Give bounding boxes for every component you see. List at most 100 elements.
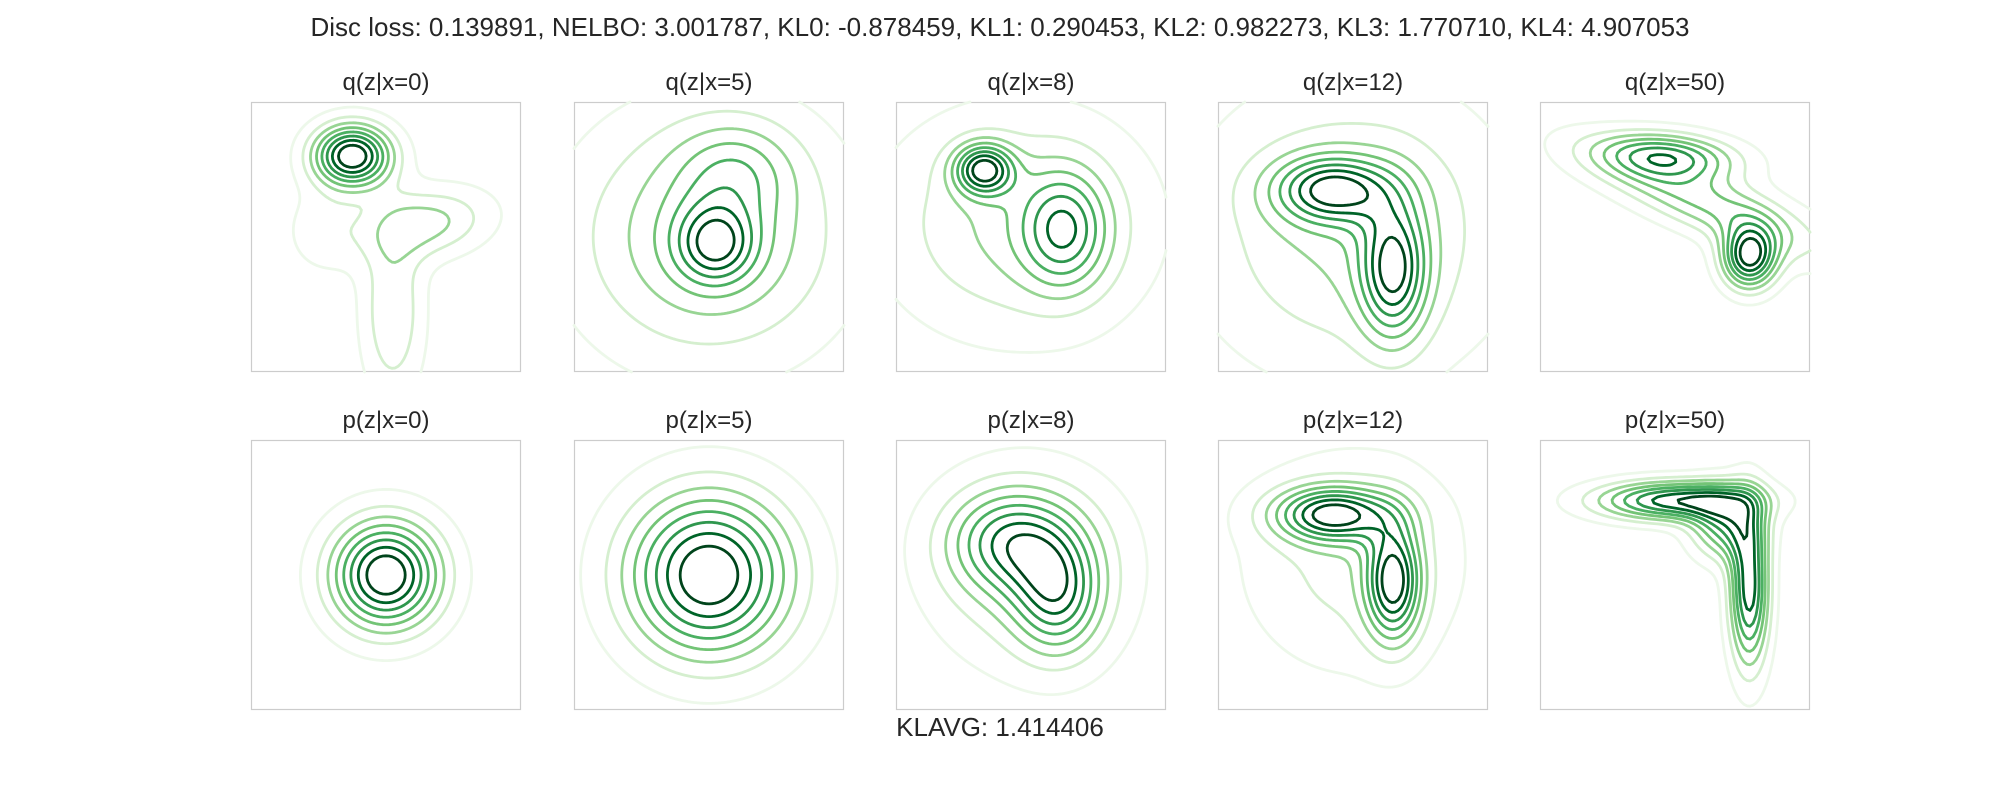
contour-level-6 [978,512,1085,626]
panel-title: p(z|x=50) [1624,407,1726,434]
contour-level-5 [667,158,763,288]
contour-level-4 [956,494,1101,646]
panel-title: p(z|x=8) [987,407,1075,434]
contour-level-2 [1581,472,1781,683]
contour-level-1 [1543,119,1812,307]
contour-level-7 [686,206,745,271]
contour-level-2 [301,115,476,370]
contour-level-3 [309,121,451,264]
contour-level-8 [337,143,368,169]
contour-level-1 [1226,446,1467,689]
contour-level-1 [1555,461,1797,708]
contour-level-6 [1635,488,1761,628]
contour-level-1 [579,445,839,705]
axes-frame [573,439,845,711]
contour-level-8 [1309,175,1407,294]
contour-level-8 [365,554,407,596]
axes-frame [573,101,845,373]
contour-plot [250,101,522,374]
contour-level-5 [1615,141,1777,281]
contour-level-5 [1284,490,1419,631]
axes-frame [250,439,522,711]
contour-level-2 [315,504,457,646]
contour-plot [250,439,522,711]
contour-level-7 [1651,491,1757,612]
contour-level-5 [967,503,1093,636]
contour-level-7 [330,138,374,174]
contour-level-5 [644,510,774,640]
contour-level-4 [950,141,1107,287]
kl-average-label: KLAVG: 1.414406 [896,712,1104,742]
contour-level-7 [965,154,1078,249]
contour-level-7 [1298,169,1414,306]
contour-level-7 [990,521,1078,615]
contour-level-5 [956,146,1098,275]
contour-plot [1539,439,1811,711]
panel-title: q(z|x=5) [665,69,753,96]
contour-level-4 [1610,482,1768,653]
contour-level-5 [342,531,430,619]
contour-level-2 [1231,122,1466,370]
panel-title: q(z|x=50) [1624,69,1726,96]
contour-level-1 [572,100,846,374]
contour-level-4 [1267,150,1433,339]
contour-level-5 [320,130,385,183]
contour-level-2 [1251,471,1438,664]
contour-level-1 [903,446,1149,697]
figure-suptitle: Disc loss: 0.139891, NELBO: 3.001787, KL… [310,12,1690,42]
contour-level-8 [1005,533,1069,603]
contour-level-3 [1597,478,1773,667]
contour-level-1 [894,100,1168,354]
contour-level-6 [349,538,423,612]
contour-level-4 [653,142,779,299]
axes-frame [895,101,1167,373]
contour-level-4 [1602,137,1784,286]
contour-level-7 [1301,498,1410,614]
contour-level-4 [334,523,438,627]
contour-plot [1216,100,1490,374]
contour-level-2 [922,127,1133,319]
contour-level-3 [1264,479,1429,651]
contour-level-6 [961,150,1089,264]
contour-level-3 [627,127,799,316]
contour-level-2 [1571,128,1812,297]
contour-level-6 [654,520,764,630]
contour-level-3 [1253,141,1443,352]
panel-title: p(z|x=0) [342,407,430,434]
contour-level-8 [971,158,999,183]
contour-plot [895,439,1167,711]
contour-level-7 [1646,153,1768,273]
contour-plot [572,100,846,374]
contour-level-8 [1311,503,1405,604]
contour-level-4 [315,126,390,188]
contour-level-3 [326,515,446,635]
contour-level-6 [1292,494,1414,623]
contour-level-8 [1676,494,1750,541]
contour-level-1 [289,105,503,374]
contour-plot [894,100,1168,373]
contour-level-6 [677,186,754,279]
contour-plot [1217,439,1489,711]
contour-level-6 [325,134,380,179]
contour-plot [1539,101,1812,373]
contour-level-6 [1628,146,1772,277]
contour-level-5 [1278,157,1426,328]
contour-level-3 [620,486,798,664]
contour-level-3 [1588,133,1794,291]
contour-level-5 [1623,485,1764,641]
contour-level-1 [299,488,473,662]
contour-level-2 [928,471,1123,672]
contour-level-4 [632,498,786,652]
contour-level-3 [944,484,1110,658]
contour-level-2 [604,470,814,680]
axes-frame [1539,101,1811,373]
panel-title: q(z|x=8) [987,69,1075,96]
contour-level-1 [1216,100,1490,374]
contour-level-4 [1275,485,1423,640]
contour-level-8 [1738,237,1763,267]
panel-title: p(z|x=12) [1302,407,1404,434]
contour-level-8 [678,544,740,606]
contour-level-8 [695,218,736,262]
contour-plot [573,439,845,711]
